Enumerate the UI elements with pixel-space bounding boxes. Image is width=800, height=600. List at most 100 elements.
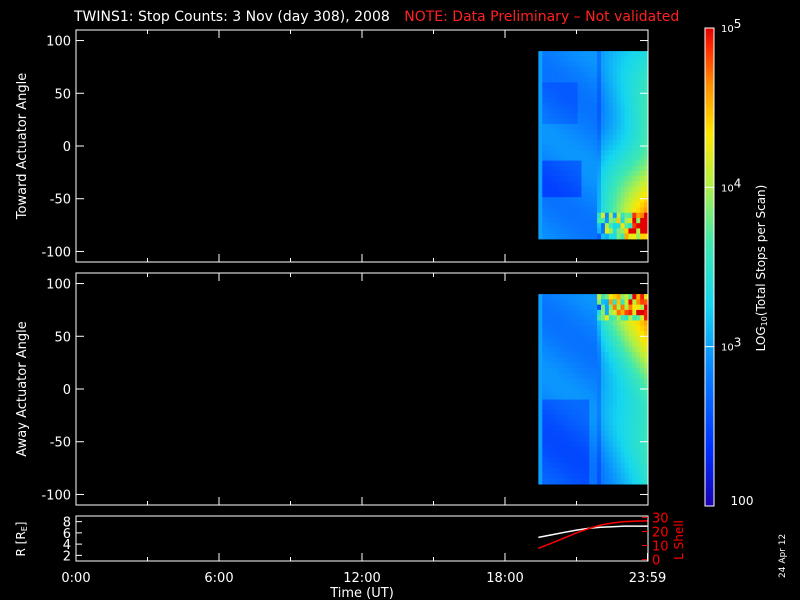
heat-bot-cell xyxy=(542,325,547,332)
heat-top-cell xyxy=(620,92,626,99)
heat-top-cell xyxy=(573,155,579,162)
heat-top-cell xyxy=(589,134,594,141)
heat-bot-cell xyxy=(597,357,602,364)
heat-top-cell xyxy=(589,197,594,203)
heat-bot-cell xyxy=(628,394,633,401)
heat-bot-cell xyxy=(550,357,555,364)
heat-top-cell xyxy=(640,61,645,68)
heat-bot-cell xyxy=(557,462,563,469)
heat-top-cell xyxy=(542,181,547,188)
heat-bot-cell xyxy=(624,389,630,395)
heat-top-cell xyxy=(624,87,630,94)
heat-top-cell xyxy=(565,165,571,172)
heat-top-cell xyxy=(589,207,594,214)
heat-top-cell xyxy=(577,108,583,115)
heat-bot-cell xyxy=(612,462,618,469)
heat-bot-cell xyxy=(538,420,543,427)
heat-top-cell xyxy=(573,51,579,57)
heat-bot-cell xyxy=(608,294,614,300)
heat-bot-cell xyxy=(542,341,547,348)
heat-top-cell xyxy=(597,129,602,136)
heat-top-cell xyxy=(604,176,610,183)
heat-top-cell xyxy=(608,191,614,198)
heat-bot-cell xyxy=(612,473,618,480)
heat-bot-cell xyxy=(546,341,551,348)
heat-top-cell xyxy=(620,150,626,156)
heat-bot-cell xyxy=(608,346,614,353)
heat-top-cell xyxy=(628,155,633,162)
heat-top-cell xyxy=(577,186,583,193)
heat-bot-cell xyxy=(565,410,571,416)
heat-bot-cell xyxy=(597,315,602,322)
heat-bot-cell xyxy=(577,331,583,337)
heat-top-cell xyxy=(601,150,606,156)
heat-bot-cell xyxy=(604,410,610,416)
heat-top-cell xyxy=(620,66,626,73)
heat-top-cell xyxy=(561,103,567,110)
heat-top-cell xyxy=(569,228,575,235)
heat-bot-cell xyxy=(616,404,622,411)
heat-top-cell xyxy=(569,82,575,89)
heat-top-cell xyxy=(577,139,583,146)
heat-bot-cell xyxy=(561,367,567,374)
heat-top-cell xyxy=(554,223,559,229)
heat-top-cell xyxy=(640,77,645,83)
heat-bot-cell xyxy=(640,462,645,469)
heat-top-cell xyxy=(561,165,567,172)
heat-top-cell xyxy=(632,228,637,235)
heat-bot-cell xyxy=(554,315,559,322)
heat-bot-cell xyxy=(585,320,590,327)
heat-bot-cell xyxy=(550,410,555,416)
heat-bot-cell xyxy=(593,320,598,327)
heat-top-cell xyxy=(636,155,641,162)
heat-top-cell xyxy=(593,77,598,83)
heat-top-cell xyxy=(542,87,547,94)
heat-bot-cell xyxy=(569,325,575,332)
heat-bot-cell xyxy=(620,304,626,311)
heat-top-cell xyxy=(538,66,543,73)
heat-bot-cell xyxy=(561,462,567,469)
heat-bot-cell xyxy=(550,378,555,385)
heat-top-cell xyxy=(612,82,618,89)
heat-top-cell xyxy=(581,108,586,115)
heat-bot-cell xyxy=(546,420,551,427)
heat-bot-cell xyxy=(616,352,622,358)
heat-top-cell xyxy=(608,98,614,104)
heat-bot-cell xyxy=(569,320,575,327)
heat-bot-cell xyxy=(561,394,567,401)
heat-top-cell xyxy=(581,233,586,240)
heat-top-cell xyxy=(601,139,606,146)
heat-bot-cell xyxy=(581,441,586,448)
heat-bot-cell xyxy=(616,441,622,448)
heat-bot-cell xyxy=(604,473,610,480)
heat-bot-cell xyxy=(577,410,583,416)
heat-top-cell xyxy=(597,223,602,229)
heat-top-cell xyxy=(581,223,586,229)
heat-top-cell xyxy=(593,134,598,141)
heat-top-cell xyxy=(644,98,648,104)
heat-top-cell xyxy=(561,66,567,73)
heat-bot-cell xyxy=(616,425,622,432)
heat-bot-cell xyxy=(644,394,648,401)
heat-bot-cell xyxy=(538,383,543,390)
heat-top-cell xyxy=(589,171,594,177)
heat-top-cell xyxy=(554,217,559,224)
heat-top-cell xyxy=(538,92,543,99)
heat-bot-cell xyxy=(604,352,610,358)
heat-bot-cell xyxy=(593,425,598,432)
heat-top-cell xyxy=(538,197,543,203)
heat-top-cell xyxy=(538,71,543,78)
heat-bot-cell xyxy=(561,304,567,311)
heat-top-cell xyxy=(550,134,555,141)
heat-bot-cell xyxy=(577,341,583,348)
heat-top-cell xyxy=(573,129,579,136)
heat-top-cell xyxy=(593,150,598,156)
heat-top-cell xyxy=(604,71,610,78)
heat-bot-cell xyxy=(620,415,626,422)
heat-bot-cell xyxy=(565,436,571,443)
heat-top-cell xyxy=(628,165,633,172)
heat-bot-cell xyxy=(628,478,633,485)
heat-top-cell xyxy=(577,233,583,240)
heat-bot-cell xyxy=(557,362,563,369)
heat-bot-cell xyxy=(616,468,622,474)
